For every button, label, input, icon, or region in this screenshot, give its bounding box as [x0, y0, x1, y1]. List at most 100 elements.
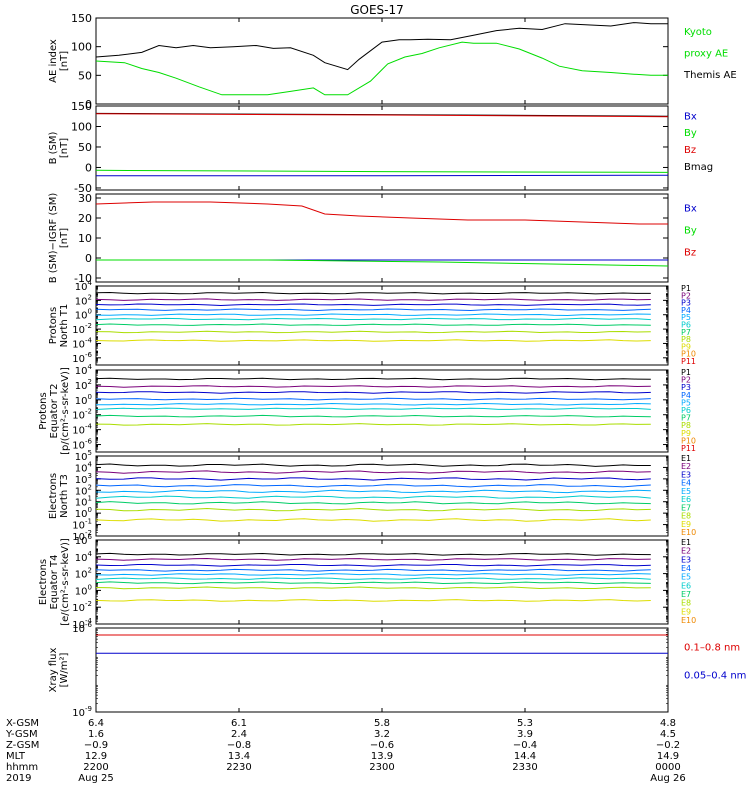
series-by [96, 259, 669, 267]
y-tick-label: 100 [75, 308, 92, 322]
y-tick-label: 100 [75, 393, 92, 407]
legend-item: E3 [681, 470, 691, 479]
ephemeris-value: 6.4 [88, 718, 104, 729]
ephemeris-value: 3.9 [517, 729, 533, 740]
legend-item: P1 [681, 368, 691, 377]
y-tick-label: 101 [75, 495, 92, 509]
series-p3 [95, 303, 651, 307]
legend-item: 0.05–0.4 nm [684, 670, 746, 681]
y-tick-label: 104 [75, 550, 93, 564]
y-tick-label: 100 [75, 583, 92, 597]
legend-item: E7 [681, 590, 691, 599]
plot-frame [95, 369, 669, 453]
legend-item: P6 [681, 406, 691, 415]
y-tick-label: -10 [74, 272, 92, 285]
series-p4 [95, 308, 651, 312]
legend-item: By [684, 226, 697, 237]
y-axis-label: [nT] [59, 51, 70, 71]
series-e8 [95, 507, 651, 512]
y-tick-label: 104 [75, 363, 93, 377]
ephemeris-value: 5.8 [374, 718, 390, 729]
series-p8 [95, 423, 651, 426]
legend-item: P11 [681, 357, 696, 366]
y-tick-label: 100 [71, 120, 92, 133]
legend: Kyoto proxy AE Themis AE [683, 27, 737, 81]
legend-item: E1 [681, 454, 691, 463]
y-axis-label: [nT] [59, 228, 70, 248]
y-tick-label: 20 [78, 212, 92, 225]
series-e5 [95, 573, 651, 576]
series-p3 [95, 391, 651, 394]
series-e4 [95, 484, 651, 488]
legend-item: E7 [681, 503, 691, 512]
plot-frame [95, 17, 669, 105]
ephemeris-value: 4.5 [660, 729, 676, 740]
legend-item: P9 [681, 342, 691, 351]
ephemeris-label: MLT [6, 751, 26, 762]
legend-item: E10 [681, 528, 696, 537]
y-tick-label: 10-6 [72, 438, 92, 452]
series-p2 [95, 298, 651, 301]
ephemeris-value: 2230 [226, 762, 251, 773]
series-e4 [95, 568, 651, 572]
series-p1 [95, 377, 651, 381]
y-tick-label: 10-4 [72, 336, 92, 350]
ephemeris-label: Y-GSM [5, 729, 38, 740]
y-tick-label: 103 [75, 472, 92, 486]
legend-item: Bx [684, 111, 697, 122]
ephemeris-value: Aug 25 [78, 773, 113, 784]
legend-item: E4 [681, 479, 691, 488]
ephemeris-value: 5.3 [517, 718, 533, 729]
legend-item: P8 [681, 335, 691, 344]
series-e6 [95, 495, 651, 499]
ephemeris-value: 13.4 [228, 751, 250, 762]
series-e2 [95, 557, 651, 561]
series-p5 [95, 402, 651, 406]
series-e3 [95, 564, 651, 567]
ephemeris-value: 4.8 [660, 718, 676, 729]
y-tick-label: -50 [74, 182, 92, 195]
y-axis-label: North T1 [59, 304, 70, 348]
y-tick-label: 150 [71, 12, 92, 25]
legend-item: By [684, 128, 697, 139]
ephemeris-value: −0.6 [370, 740, 394, 751]
y-tick-label: 10 [78, 232, 92, 245]
y-tick-label: 102 [75, 378, 92, 392]
panel-bsm: -50 0 50 100 150 B (SM) [nT] Bx By Bz Bmag [48, 100, 713, 195]
legend-item: E10 [681, 616, 696, 625]
y-axis-label: B (SM)−IGRF (SM) [48, 193, 59, 284]
y-tick-label: 10-4 [72, 617, 92, 631]
y-tick-label: 100 [75, 506, 92, 520]
series-p6 [95, 317, 651, 321]
legend-item: Kyoto [684, 27, 712, 38]
y-tick-label: 10-9 [72, 705, 92, 719]
legend-item: E6 [681, 581, 691, 590]
legend-item: P7 [681, 328, 691, 337]
legend-item: P1 [681, 284, 691, 293]
y-tick-label: 50 [78, 141, 92, 154]
y-tick-label: 102 [75, 483, 92, 497]
y-tick-label: 0 [85, 161, 92, 174]
legend-item: E4 [681, 564, 691, 573]
legend-item: 0.1–0.8 nm [684, 642, 740, 653]
legend-item: E6 [681, 495, 691, 504]
y-tick-label: 100 [71, 41, 92, 54]
ephemeris-label: X-GSM [6, 718, 39, 729]
y-tick-label: 102 [75, 567, 92, 581]
ephemeris-value: 2330 [512, 762, 537, 773]
legend-item: P2 [681, 291, 691, 300]
plot-frame [95, 193, 669, 283]
y-tick-label: 104 [75, 460, 93, 474]
series-p2 [95, 385, 651, 388]
series-bx [96, 174, 669, 177]
legend-item: Themis AE [683, 70, 737, 81]
panel-ae: 0 50 100 150 AE index [nT] Kyoto proxy AE Themis… [48, 12, 737, 111]
series-e7 [95, 501, 651, 505]
legend-item: E8 [681, 599, 691, 608]
